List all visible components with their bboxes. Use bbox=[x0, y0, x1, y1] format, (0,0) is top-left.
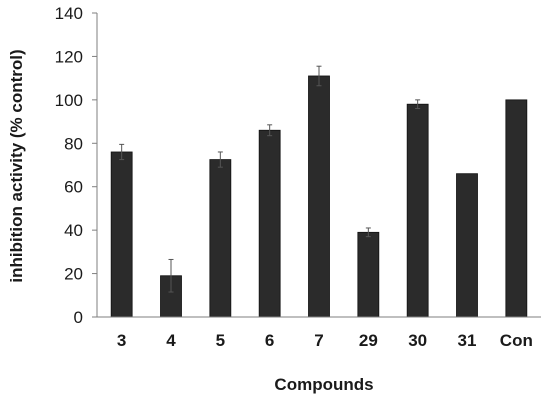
x-tick-label: 5 bbox=[216, 331, 225, 350]
x-tick-label: 3 bbox=[117, 331, 126, 350]
y-tick-label: 100 bbox=[55, 91, 83, 110]
error-bars-group bbox=[119, 65, 421, 293]
y-tick-label: 80 bbox=[64, 134, 83, 153]
bar-30 bbox=[406, 103, 429, 318]
error-bar-5 bbox=[217, 151, 223, 168]
x-axis-title: Compounds bbox=[274, 375, 373, 394]
bar-5 bbox=[209, 159, 232, 318]
y-tick-label: 40 bbox=[64, 221, 83, 240]
bar-3 bbox=[110, 151, 133, 318]
error-bar-29 bbox=[365, 227, 371, 238]
x-tick-label: 7 bbox=[314, 331, 323, 350]
x-tick-label: 6 bbox=[265, 331, 274, 350]
x-tick-label: 30 bbox=[408, 331, 427, 350]
bar-Con bbox=[505, 99, 528, 318]
error-bar-6 bbox=[267, 124, 273, 137]
bar-6 bbox=[258, 129, 281, 318]
error-bar-3 bbox=[119, 143, 125, 161]
bar-7 bbox=[308, 75, 330, 318]
y-tick-label: 0 bbox=[74, 308, 83, 327]
x-tick-label: 29 bbox=[359, 331, 378, 350]
bar-31 bbox=[456, 173, 478, 318]
error-bar-30 bbox=[415, 99, 421, 110]
bar-29 bbox=[357, 231, 380, 318]
y-tick-label: 60 bbox=[64, 178, 83, 197]
y-ticks-group: 0 20 40 60 80 100 120 140 bbox=[55, 4, 97, 327]
x-tick-label: 31 bbox=[458, 331, 477, 350]
x-labels-group: 3 4 5 6 7 29 30 31 Con bbox=[117, 331, 533, 350]
y-tick-label: 140 bbox=[55, 4, 83, 23]
x-tick-label: 4 bbox=[166, 331, 176, 350]
error-bar-4 bbox=[168, 258, 174, 293]
error-bar-7 bbox=[316, 65, 322, 87]
x-tick-label: Con bbox=[500, 331, 533, 350]
y-tick-label: 20 bbox=[64, 265, 83, 284]
y-axis-title: inhibition activity (% control) bbox=[7, 49, 26, 282]
bars-group bbox=[110, 75, 528, 318]
y-tick-label: 120 bbox=[55, 47, 83, 66]
